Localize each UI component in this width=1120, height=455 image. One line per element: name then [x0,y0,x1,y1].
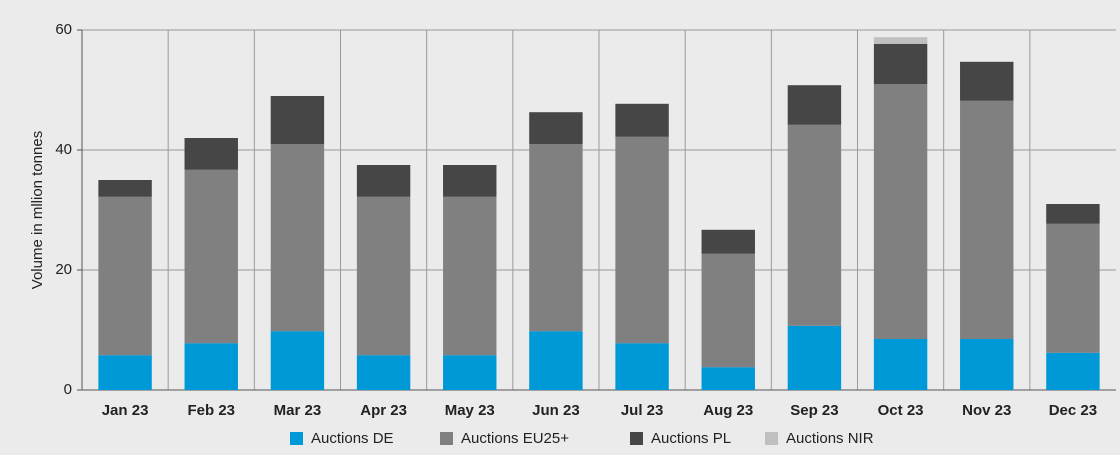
bar-segment [873,84,928,339]
x-tick-label: Jun 23 [532,402,580,419]
x-tick-label: May 23 [445,402,495,419]
bar-segment [615,103,669,137]
x-tick-label: Feb 23 [187,402,235,419]
bar-segment [873,43,928,84]
y-tick-label: 40 [55,141,72,158]
legend-label: Auctions NIR [786,430,874,447]
bar-segment [529,112,583,144]
x-tick-label: Nov 23 [962,402,1011,419]
bar-segment [1046,204,1100,224]
x-tick-label: Mar 23 [274,402,322,419]
bar-segment [701,229,755,254]
legend-swatch [440,432,453,445]
bar-segment [443,355,497,390]
x-tick-label: Aug 23 [703,402,753,419]
x-tick-label: Oct 23 [878,402,924,419]
bar-segment [960,100,1014,339]
x-tick-label: Dec 23 [1049,402,1097,419]
legend-swatch [630,432,643,445]
bar-segment [443,165,497,197]
bar-segment [787,124,842,326]
bar-segment [356,196,411,356]
bar-segment [960,339,1014,390]
bar-segment [184,138,238,170]
bar-segment [787,85,842,125]
bar-segment [1046,352,1100,390]
bar-segment [270,331,325,390]
bar-segment [356,165,411,197]
bar-segment [270,144,325,332]
y-axis-label: Volume in mllion tonnes [29,131,46,289]
legend-swatch [765,432,778,445]
bar-segment [873,37,928,44]
y-tick-label: 0 [64,381,72,398]
bar-segment [529,144,583,332]
bar-segment [184,169,238,344]
x-tick-label: Sep 23 [790,402,838,419]
legend-label: Auctions EU25+ [461,430,569,447]
legend-label: Auctions DE [311,430,394,447]
y-tick-label: 60 [55,21,72,38]
bar-segment [615,136,669,344]
bar-segment [960,61,1014,101]
bar-segment [98,355,152,390]
bar-segment [356,355,411,390]
bar-segment [98,180,152,197]
bar-segment [529,331,583,390]
bar-segment [443,196,497,356]
bar-segment [873,339,928,390]
legend-swatch [290,432,303,445]
bar-segment [787,325,842,390]
bar-segment [701,253,755,368]
legend-label: Auctions PL [651,430,731,447]
x-tick-label: Apr 23 [360,402,407,419]
bar-segment [270,96,325,144]
bar-segment [184,343,238,390]
bar-segment [615,343,669,390]
bar-segment [701,367,755,390]
x-tick-label: Jan 23 [102,402,149,419]
y-tick-label: 20 [55,261,72,278]
bar-segment [1046,223,1100,353]
x-tick-label: Jul 23 [621,402,664,419]
bar-segment [98,196,152,356]
